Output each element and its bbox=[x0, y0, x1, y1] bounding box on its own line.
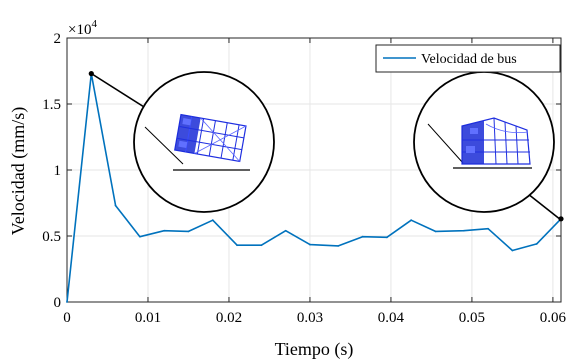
data-point bbox=[260, 244, 263, 247]
data-point bbox=[385, 236, 388, 239]
bus-mesh-icon bbox=[174, 113, 247, 163]
y-multiplier-exponent: 4 bbox=[91, 18, 97, 30]
data-point bbox=[114, 204, 117, 207]
callout-marker bbox=[88, 71, 94, 77]
x-tick-label: 0.05 bbox=[459, 310, 485, 326]
x-tick-label: 0.03 bbox=[297, 310, 323, 326]
y-multiplier-base: ×10 bbox=[68, 22, 91, 38]
x-tick-label: 0.01 bbox=[135, 310, 161, 326]
bus-mesh-icon-deformed bbox=[461, 117, 531, 165]
ramp-line bbox=[427, 123, 464, 164]
x-axis-label: Tiempo (s) bbox=[275, 339, 354, 359]
y-multiplier-label: ×104 bbox=[68, 18, 97, 38]
inset-circle bbox=[133, 71, 275, 213]
callout-marker bbox=[558, 216, 564, 222]
y-tick-label: 0 bbox=[54, 295, 62, 311]
legend-entry-velocidad-de-bus: Velocidad de bus bbox=[421, 52, 517, 67]
data-point bbox=[138, 235, 141, 238]
data-point bbox=[187, 230, 190, 233]
x-tick-label: 0.06 bbox=[540, 310, 567, 326]
y-tick-label: 0.5 bbox=[42, 229, 61, 245]
y-axis-label: Velocidad (mm/s) bbox=[8, 107, 29, 235]
legend: Velocidad de bus bbox=[375, 44, 561, 73]
data-point bbox=[535, 243, 538, 245]
data-point bbox=[337, 245, 340, 247]
data-point bbox=[462, 229, 465, 232]
x-tick-label: 0.02 bbox=[216, 310, 242, 326]
ramp-line bbox=[144, 126, 184, 165]
data-point bbox=[163, 229, 166, 232]
data-point bbox=[361, 235, 364, 238]
data-point bbox=[284, 229, 287, 232]
callout-line bbox=[91, 73, 153, 113]
y-tick-label: 1.5 bbox=[42, 97, 61, 113]
y-tick-label: 2 bbox=[54, 31, 62, 47]
data-point bbox=[236, 244, 238, 247]
data-point bbox=[487, 227, 490, 230]
data-point bbox=[66, 301, 68, 303]
data-point bbox=[511, 249, 514, 252]
y-tick-label: 1 bbox=[54, 163, 62, 179]
x-tick-label: 0.04 bbox=[378, 310, 405, 326]
series-group bbox=[66, 72, 562, 303]
data-point bbox=[410, 219, 413, 222]
data-point bbox=[309, 243, 311, 246]
x-tick-label: 0 bbox=[63, 310, 71, 326]
bus-impact-inset bbox=[91, 71, 275, 213]
data-point bbox=[434, 230, 437, 233]
data-point bbox=[211, 219, 214, 222]
